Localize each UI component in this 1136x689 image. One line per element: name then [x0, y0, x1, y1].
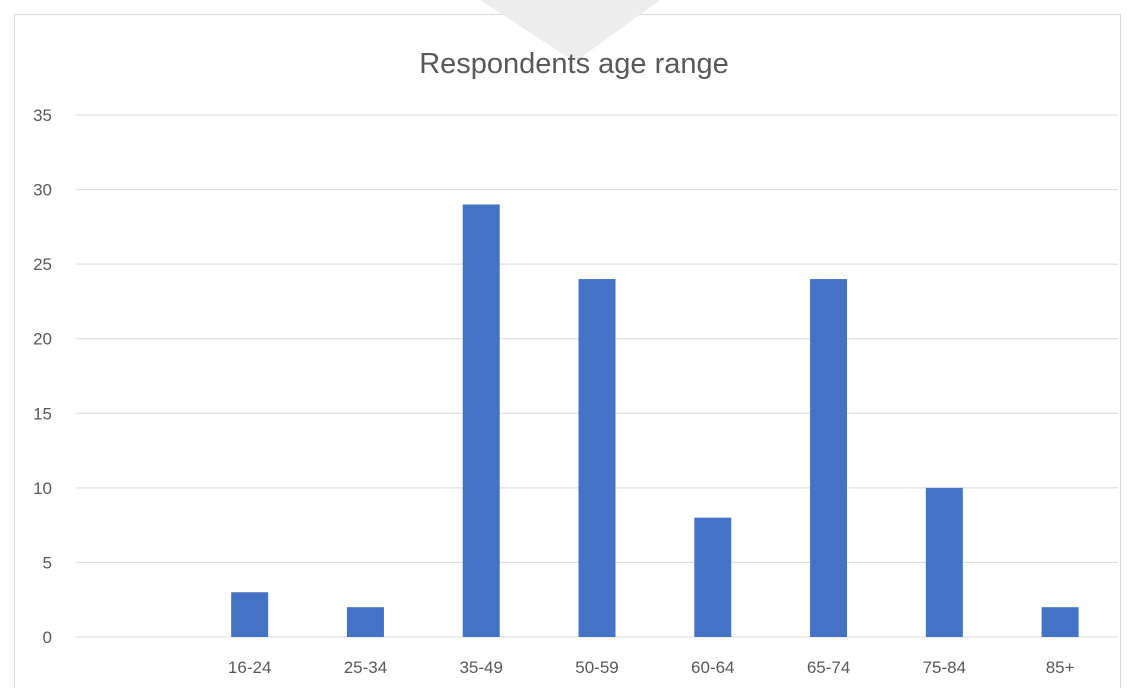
- bar-85+: [1041, 607, 1079, 637]
- y-tick-label: 10: [33, 479, 52, 498]
- y-tick-label: 20: [33, 330, 52, 349]
- bar-25-34: [346, 607, 384, 637]
- x-tick-label: 65-74: [807, 658, 850, 677]
- x-tick-label: 60-64: [691, 658, 734, 677]
- y-tick-label: 30: [33, 181, 52, 200]
- y-tick-label: 5: [43, 553, 52, 572]
- x-axis-tick-labels: 16-24 25-34 35-49 50-59 60-64 65-74 75-84 85+: [228, 658, 1075, 677]
- y-axis-tick-labels: 0 5 10 15 20 25 30 35: [33, 106, 52, 647]
- bar-75-84: [925, 487, 963, 637]
- bars: [231, 204, 1079, 637]
- x-tick-label: 16-24: [228, 658, 271, 677]
- y-tick-label: 0: [43, 628, 52, 647]
- bar-65-74: [810, 279, 848, 637]
- x-tick-label: 50-59: [575, 658, 618, 677]
- y-tick-label: 25: [33, 255, 52, 274]
- bar-35-49: [462, 204, 500, 637]
- bar-16-24: [231, 592, 269, 637]
- x-tick-label: 35-49: [459, 658, 502, 677]
- x-tick-label: 85+: [1046, 658, 1075, 677]
- y-tick-label: 35: [33, 106, 52, 125]
- y-tick-label: 15: [33, 404, 52, 423]
- bar-50-59: [578, 279, 616, 637]
- bar-60-64: [694, 517, 732, 637]
- x-tick-label: 25-34: [344, 658, 387, 677]
- x-tick-label: 75-84: [923, 658, 966, 677]
- chart-title: Respondents age range: [419, 48, 729, 80]
